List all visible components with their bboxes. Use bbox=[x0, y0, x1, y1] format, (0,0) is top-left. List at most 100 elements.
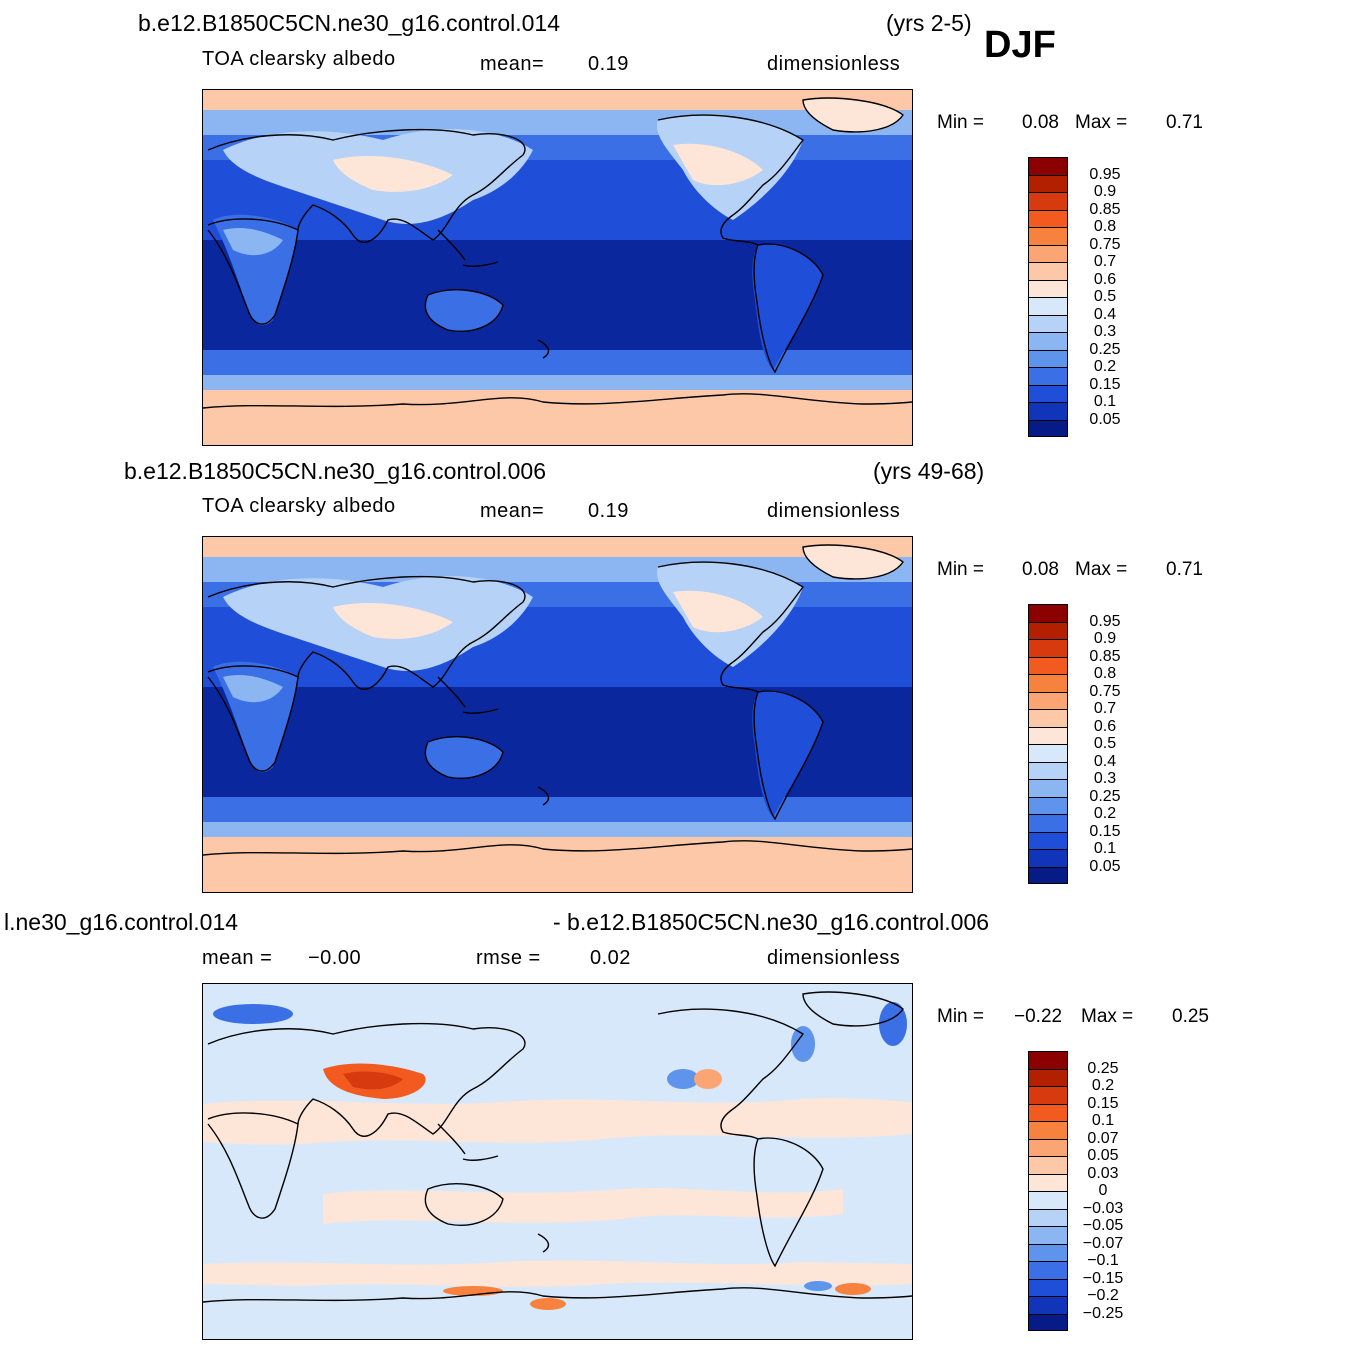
colorbar-swatch bbox=[1028, 1226, 1068, 1244]
panel2-mean-value: 0.19 bbox=[588, 500, 629, 522]
colorbar-swatch bbox=[1028, 726, 1068, 744]
colorbar-swatch bbox=[1028, 1278, 1068, 1296]
colorbar-swatch bbox=[1028, 709, 1068, 727]
panel1-mean-label: mean= bbox=[480, 53, 545, 75]
panel3-rmse-value: 0.02 bbox=[590, 947, 631, 969]
colorbar-tick-label: −0.1 bbox=[1087, 1252, 1119, 1269]
panel3-rmse-label: rmse = bbox=[476, 947, 541, 969]
colorbar-swatch bbox=[1028, 209, 1068, 227]
colorbar-swatch bbox=[1028, 349, 1068, 367]
colorbar-swatch bbox=[1028, 384, 1068, 402]
colorbar-tick-label: 0.85 bbox=[1089, 200, 1121, 218]
panel3-max-value: 0.25 bbox=[1172, 1006, 1209, 1027]
colorbar-tick-label: 0.9 bbox=[1093, 183, 1117, 200]
colorbar-tick-label: 0.1 bbox=[1093, 393, 1117, 410]
colorbar-tick-label: 0.4 bbox=[1093, 752, 1117, 770]
colorbar-swatch bbox=[1028, 244, 1068, 262]
colorbar-tick-label: 0.25 bbox=[1089, 787, 1121, 805]
colorbar-tick-label: 0.3 bbox=[1093, 323, 1117, 340]
colorbar-tick-label: 0.4 bbox=[1093, 305, 1117, 323]
colorbar-tick-label: 0.8 bbox=[1093, 665, 1117, 682]
colorbar-tick-label: 0 bbox=[1098, 1182, 1108, 1199]
colorbar-swatch bbox=[1028, 262, 1068, 280]
colorbar-frame bbox=[1028, 604, 1068, 884]
panel3-case-left: l.ne30_g16.control.014 bbox=[4, 909, 239, 935]
colorbar-swatch bbox=[1028, 1156, 1068, 1174]
colorbar-swatch bbox=[1028, 1103, 1068, 1121]
colorbar-swatch bbox=[1028, 1313, 1068, 1331]
panel2-case-title: b.e12.B1850C5CN.ne30_g16.control.006 bbox=[124, 458, 546, 484]
colorbar-swatch bbox=[1028, 744, 1068, 762]
colorbar-tick-label: 0.03 bbox=[1087, 1164, 1119, 1182]
colorbar-tick-label: −0.25 bbox=[1082, 1304, 1124, 1322]
colorbar-swatch bbox=[1028, 174, 1068, 192]
panel3-max-label: Max = bbox=[1081, 1006, 1134, 1027]
panel1-units: dimensionless bbox=[767, 53, 901, 75]
colorbar-swatch bbox=[1028, 691, 1068, 709]
panel3-units: dimensionless bbox=[767, 947, 901, 969]
colorbar-swatch bbox=[1028, 1068, 1068, 1086]
panel1-map bbox=[202, 89, 913, 446]
colorbar-tick-label: 0.5 bbox=[1093, 735, 1117, 752]
panel3-map-svg bbox=[203, 984, 912, 1339]
panel1-min-value: 0.08 bbox=[1022, 112, 1059, 133]
colorbar-swatch bbox=[1028, 796, 1068, 814]
panel2-units: dimensionless bbox=[767, 500, 901, 522]
colorbar-tick-label: 0.7 bbox=[1093, 700, 1117, 717]
panel1-min-label: Min = bbox=[937, 112, 984, 133]
colorbar-tick-label: 0.15 bbox=[1087, 1094, 1119, 1112]
colorbar-swatch bbox=[1028, 831, 1068, 849]
panel1-colorbar bbox=[1028, 157, 1068, 437]
panel2-min-value: 0.08 bbox=[1022, 559, 1059, 580]
colorbar-swatch bbox=[1028, 814, 1068, 832]
colorbar-swatch bbox=[1028, 1173, 1068, 1191]
colorbar-swatch bbox=[1028, 402, 1068, 420]
colorbar-tick-label: 0.75 bbox=[1089, 682, 1121, 700]
colorbar-tick-label: 0.85 bbox=[1089, 647, 1121, 665]
colorbar-swatch bbox=[1028, 866, 1068, 884]
colorbar-swatch bbox=[1028, 639, 1068, 657]
colorbar-swatch bbox=[1028, 656, 1068, 674]
colorbar-tick-label: 0.07 bbox=[1087, 1129, 1119, 1147]
colorbar-swatch bbox=[1028, 297, 1068, 315]
colorbar-tick-label: 0.75 bbox=[1089, 235, 1121, 253]
colorbar-tick-label: 0.05 bbox=[1087, 1147, 1119, 1164]
panel2-years: (yrs 49-68) bbox=[873, 458, 985, 484]
colorbar-tick-label: 0.6 bbox=[1093, 717, 1117, 735]
colorbar-swatch bbox=[1028, 1296, 1068, 1314]
colorbar-tick-label: 0.2 bbox=[1093, 358, 1117, 375]
colorbar-tick-label: −0.05 bbox=[1082, 1217, 1124, 1234]
colorbar-swatch bbox=[1028, 779, 1068, 797]
panel1-case-title: b.e12.B1850C5CN.ne30_g16.control.014 bbox=[138, 10, 560, 36]
panel2-map-svg bbox=[203, 537, 912, 892]
colorbar-tick-label: 0.1 bbox=[1093, 840, 1117, 857]
panel3-min-value: −0.22 bbox=[1014, 1006, 1063, 1027]
colorbar-tick-label: 0.15 bbox=[1089, 822, 1121, 840]
panel2-max-value: 0.71 bbox=[1166, 559, 1203, 580]
colorbar-swatch bbox=[1028, 1191, 1068, 1209]
colorbar-tick-label: 0.25 bbox=[1087, 1059, 1119, 1077]
colorbar-swatch bbox=[1028, 314, 1068, 332]
panel2-min-label: Min = bbox=[937, 559, 984, 580]
colorbar-tick-label: 0.95 bbox=[1089, 165, 1121, 183]
colorbar-swatch bbox=[1028, 761, 1068, 779]
colorbar-tick-label: −0.07 bbox=[1082, 1234, 1124, 1252]
panel3-mean-label: mean = bbox=[202, 947, 273, 969]
colorbar-tick-label: 0.2 bbox=[1091, 1077, 1115, 1094]
colorbar-swatch bbox=[1028, 192, 1068, 210]
colorbar-swatch bbox=[1028, 332, 1068, 350]
colorbar-swatch bbox=[1028, 279, 1068, 297]
colorbar-tick-label: −0.03 bbox=[1082, 1199, 1124, 1217]
panel2-max-label: Max = bbox=[1075, 559, 1128, 580]
colorbar-swatch bbox=[1028, 849, 1068, 867]
colorbar-swatch bbox=[1028, 674, 1068, 692]
panel1-map-svg bbox=[203, 90, 912, 445]
colorbar-tick-label: 0.15 bbox=[1089, 375, 1121, 393]
colorbar-tick-label: 0.3 bbox=[1093, 770, 1117, 787]
colorbar-tick-label: 0.8 bbox=[1093, 218, 1117, 235]
colorbar-swatch bbox=[1028, 621, 1068, 639]
colorbar-tick-label: 0.05 bbox=[1089, 410, 1121, 428]
colorbar-tick-label: 0.9 bbox=[1093, 630, 1117, 647]
colorbar-swatch bbox=[1028, 1261, 1068, 1279]
season-label: DJF bbox=[984, 24, 1056, 66]
